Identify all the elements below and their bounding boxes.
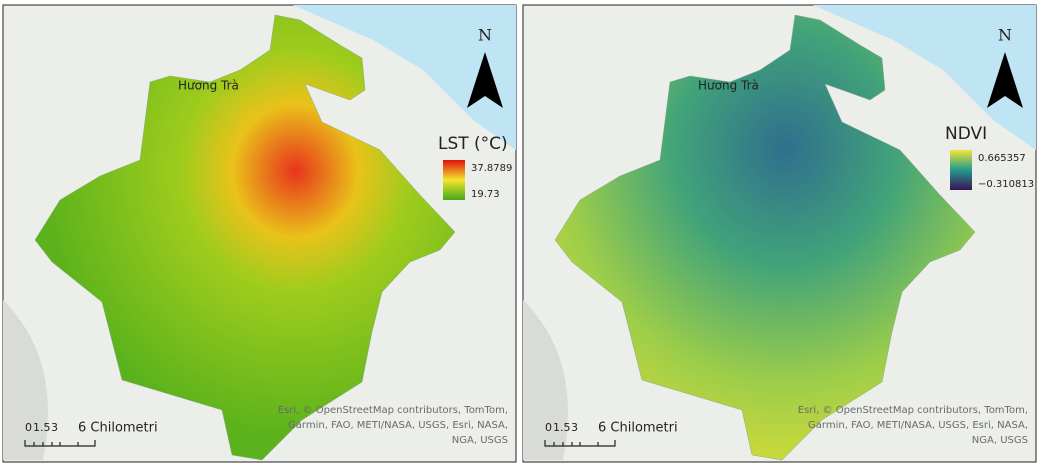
legend-min: 19.73 [471, 189, 500, 200]
hills [3, 300, 48, 460]
legend-title: NDVI [945, 124, 987, 144]
legend-bar [443, 160, 465, 200]
study-area [34, 14, 456, 461]
attribution: Garmin, FAO, METI/NASA, USGS, Esri, NASA… [808, 420, 1028, 431]
attribution: Esri, © OpenStreetMap contributors, TomT… [278, 405, 508, 416]
scale-tick: 0 [25, 421, 32, 434]
scale-tick: 1.5 [33, 421, 51, 434]
attribution: NGA, USGS [972, 435, 1028, 446]
north-arrow [987, 52, 1023, 108]
scale-unit: 6 Chilometri [598, 421, 678, 436]
scale-bar [544, 440, 616, 447]
scale-bar [24, 440, 96, 447]
water [813, 5, 1036, 150]
scale-tick: 3 [571, 421, 578, 434]
legend-max: 0.665357 [978, 153, 1026, 164]
scale-tick: 1.5 [553, 421, 571, 434]
map-panel: Hương Trà N LST (°C) 37.8789 19.73 0 1.5 3 6 Chi… [2, 4, 517, 463]
attribution: Esri, © OpenStreetMap contributors, TomT… [798, 405, 1028, 416]
water [293, 5, 516, 150]
place-label: Hương Trà [178, 79, 239, 93]
attribution: Garmin, FAO, METI/NASA, USGS, Esri, NASA… [288, 420, 508, 431]
legend-title: LST (°C) [438, 134, 508, 154]
scale-unit: 6 Chilometri [78, 421, 158, 436]
study-area [554, 14, 976, 461]
legend-bar [950, 150, 972, 190]
place-label: Hương Trà [698, 79, 759, 93]
north-arrow [467, 52, 503, 108]
scale-tick: 3 [51, 421, 58, 434]
attribution: NGA, USGS [452, 435, 508, 446]
north-label: N [478, 26, 492, 45]
hills [523, 300, 568, 460]
legend-min: −0.310813 [978, 179, 1034, 190]
north-label: N [998, 26, 1012, 45]
scale-tick: 0 [545, 421, 552, 434]
map-panel: Hương Trà N NDVI 0.665357 −0.310813 0 1.5 3 6 Ch… [522, 4, 1037, 463]
legend-max: 37.8789 [471, 163, 512, 174]
